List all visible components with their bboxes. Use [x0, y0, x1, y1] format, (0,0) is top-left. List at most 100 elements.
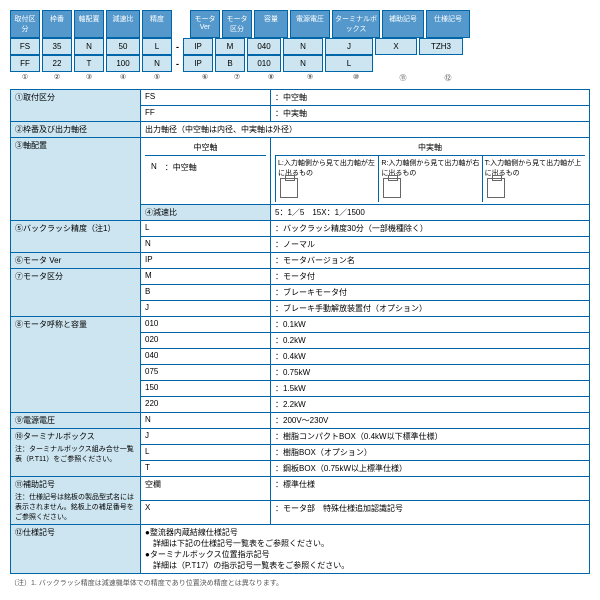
- spec-code: 040: [141, 349, 271, 365]
- spec-code: 075: [141, 365, 271, 381]
- code-cell: 容量: [254, 10, 288, 38]
- spec-label: ⑧モータ呼称と容量: [11, 317, 141, 413]
- code-cell: FS: [10, 38, 40, 55]
- spec-code: L: [141, 221, 271, 237]
- spec-label: ③軸配置: [11, 138, 141, 221]
- spec-desc: ：モータ部 特殊仕様追加認識記号: [271, 501, 590, 525]
- code-cell: 100: [106, 55, 140, 72]
- spec-desc: ：0.2kW: [271, 333, 590, 349]
- col-num: ⑥: [190, 73, 220, 83]
- footnote: （注）1. バックラッシ精度は減速機単体での精度であり位置決め精度とは異なります…: [10, 578, 590, 588]
- code-cell: N: [283, 38, 323, 55]
- col-num: ⑩: [332, 73, 380, 83]
- spec-desc: ：樹脂BOX（オプション）: [271, 445, 590, 461]
- col-num: ①: [10, 73, 40, 83]
- spec-desc: ：鋼板BOX（0.75kW以上標準仕様）: [271, 461, 590, 477]
- spec-label: ⑤バックラッシ精度（注1）: [11, 221, 141, 253]
- code-cell: N: [283, 55, 323, 72]
- col-num: ⑨: [290, 73, 330, 83]
- spec-desc: ：200V〜230V: [271, 413, 590, 429]
- spec-desc: ：バックラッシ精度30分（一部機種除く）: [271, 221, 590, 237]
- spec-code: N: [141, 413, 271, 429]
- code-cell: 補助記号: [382, 10, 424, 38]
- code-cell: IP: [183, 38, 213, 55]
- spec-desc: ：中実軸: [271, 106, 590, 122]
- separator: -: [174, 38, 181, 55]
- spec-desc: ：0.75kW: [271, 365, 590, 381]
- code-cell: 仕様記号: [426, 10, 470, 38]
- spec-label: ⑪補助記号注：仕様記号は銘板の製品型式名には表示されません。銘板上の補足番号をご…: [11, 477, 141, 525]
- col-num: ⑧: [254, 73, 288, 83]
- code-cell: 22: [42, 55, 72, 72]
- spec-code: 220: [141, 397, 271, 413]
- code-cell: T: [74, 55, 104, 72]
- code-cell: 35: [42, 38, 72, 55]
- code-cell: L: [142, 38, 172, 55]
- spec-desc: ：ノーマル: [271, 237, 590, 253]
- code-cell: 減速比: [106, 10, 140, 38]
- spec-desc: 出力軸径（中空軸は内径、中実軸は外径）: [141, 122, 590, 138]
- code-cell: モータ区分: [222, 10, 252, 38]
- code-cell: 取付区分: [10, 10, 40, 38]
- code-cell: 枠番: [42, 10, 72, 38]
- col-num: ⑫: [426, 73, 470, 83]
- code-cell: X: [375, 38, 417, 55]
- code-cell: J: [325, 38, 373, 55]
- spec-label: ①取付区分: [11, 90, 141, 122]
- code-cell: ターミナルボックス: [332, 10, 380, 38]
- spec-desc: ：中空軸: [271, 90, 590, 106]
- col-num: ②: [42, 73, 72, 83]
- spec-label: ⑫仕様記号: [11, 525, 141, 574]
- spec-code: B: [141, 285, 271, 301]
- spec-label: ⑦モータ区分: [11, 269, 141, 317]
- spec-code: 150: [141, 381, 271, 397]
- spec-label: ⑩ターミナルボックス注：ターミナルボックス組み合せ一覧表（P.T11）をご参照く…: [11, 429, 141, 477]
- code-cell: M: [215, 38, 245, 55]
- code-cell: TZH3: [419, 38, 463, 55]
- spec-desc: ：0.4kW: [271, 349, 590, 365]
- separator: -: [174, 55, 181, 72]
- spec-desc: ：ブレーキモータ付: [271, 285, 590, 301]
- code-cell: 軸配置: [74, 10, 104, 38]
- spec-label: ④減速比: [141, 205, 271, 221]
- code-cell: 精度: [142, 10, 172, 38]
- spec-desc: ：標準仕様: [271, 477, 590, 501]
- col-num: ⑦: [222, 73, 252, 83]
- code-cell: 010: [247, 55, 281, 72]
- spec-label: ②枠番及び出力軸径: [11, 122, 141, 138]
- spec-code: 020: [141, 333, 271, 349]
- spec-desc: ：1.5kW: [271, 381, 590, 397]
- col-num: ⑪: [382, 73, 424, 83]
- code-cell: IP: [183, 55, 213, 72]
- spec-desc: ：樹脂コンパクトBOX（0.4kW以下標準仕様）: [271, 429, 590, 445]
- code-cell: FF: [10, 55, 40, 72]
- spec-desc: ：ブレーキ手動解放装置付（オプション）: [271, 301, 590, 317]
- code-cell: N: [74, 38, 104, 55]
- spec-desc: ：2.2kW: [271, 397, 590, 413]
- spec-label: ⑥モータ Ver: [11, 253, 141, 269]
- code-cell: 50: [106, 38, 140, 55]
- code-cell: L: [325, 55, 373, 72]
- spec-desc: ：モータバージョン名: [271, 253, 590, 269]
- spec-code: N: [141, 237, 271, 253]
- code-cell: N: [142, 55, 172, 72]
- spec-code: 010: [141, 317, 271, 333]
- spec-code: IP: [141, 253, 271, 269]
- spec-desc: 5：1／5 15X：1／1500: [271, 205, 590, 221]
- spec-code: X: [141, 501, 271, 525]
- spec-code: 空欄: [141, 477, 271, 501]
- spec-label: ⑨電源電圧: [11, 413, 141, 429]
- spec-code: J: [141, 429, 271, 445]
- spec-code: M: [141, 269, 271, 285]
- spec-code: FF: [141, 106, 271, 122]
- spec-desc: ：モータ付: [271, 269, 590, 285]
- spec-desc: ：0.1kW: [271, 317, 590, 333]
- code-cell: モータVer: [190, 10, 220, 38]
- code-cell: 040: [247, 38, 281, 55]
- code-cell: 電源電圧: [290, 10, 330, 38]
- spec-code: L: [141, 445, 271, 461]
- spec-code: J: [141, 301, 271, 317]
- spec-code: FS: [141, 90, 271, 106]
- spec-code: T: [141, 461, 271, 477]
- col-num: ④: [106, 73, 140, 83]
